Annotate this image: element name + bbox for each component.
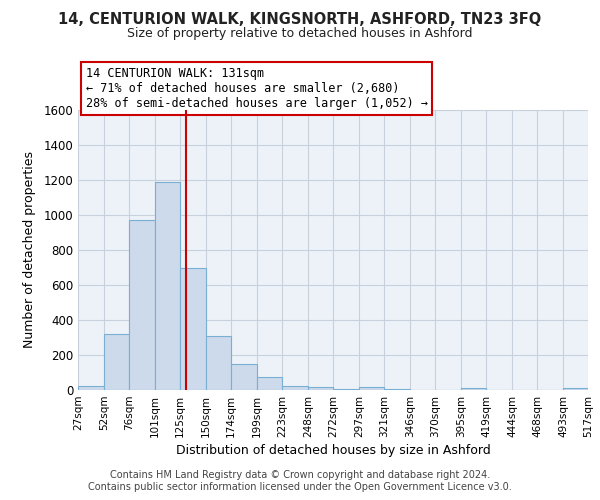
Bar — [180, 268, 206, 390]
Bar — [333, 389, 359, 390]
Bar — [257, 377, 282, 390]
Bar — [231, 364, 257, 390]
Bar — [563, 388, 588, 390]
Bar — [359, 388, 384, 390]
Text: Contains HM Land Registry data © Crown copyright and database right 2024.: Contains HM Land Registry data © Crown c… — [110, 470, 490, 480]
Bar — [461, 388, 486, 390]
Text: 14 CENTURION WALK: 131sqm
← 71% of detached houses are smaller (2,680)
28% of se: 14 CENTURION WALK: 131sqm ← 71% of detac… — [86, 67, 428, 110]
Text: Size of property relative to detached houses in Ashford: Size of property relative to detached ho… — [127, 28, 473, 40]
Bar — [155, 182, 180, 390]
Bar — [384, 389, 410, 390]
Bar — [129, 220, 155, 390]
Bar — [308, 388, 333, 390]
Text: 14, CENTURION WALK, KINGSNORTH, ASHFORD, TN23 3FQ: 14, CENTURION WALK, KINGSNORTH, ASHFORD,… — [58, 12, 542, 28]
X-axis label: Distribution of detached houses by size in Ashford: Distribution of detached houses by size … — [176, 444, 490, 457]
Text: Contains public sector information licensed under the Open Government Licence v3: Contains public sector information licen… — [88, 482, 512, 492]
Bar — [282, 386, 308, 390]
Bar — [104, 334, 129, 390]
Y-axis label: Number of detached properties: Number of detached properties — [23, 152, 37, 348]
Bar — [206, 336, 231, 390]
Bar — [78, 386, 104, 390]
